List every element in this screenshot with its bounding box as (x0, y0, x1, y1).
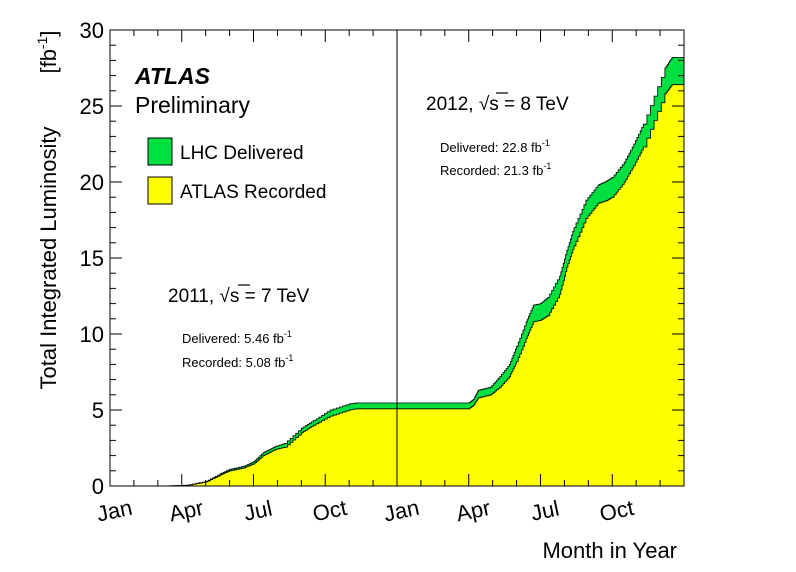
y-axis: 0 5 10 15 20 25 30 (80, 18, 684, 499)
legend-label-delivered: LHC Delivered (180, 143, 304, 164)
annotation-2011-recorded: Recorded: 5.08 fb-1 (182, 353, 293, 370)
annotation-2012-s: s (489, 94, 499, 115)
y-axis-unit: [fb-1] (34, 30, 61, 73)
annotation-2011-sqrt: √ (219, 286, 230, 307)
annotation-2012-recorded: Recorded: 21.3 fb-1 (440, 161, 551, 178)
x-axis-label: Month in Year (542, 538, 677, 563)
y-tick-label: 0 (92, 474, 104, 499)
annotation-2012: 2012, √s = 8 TeV Delivered: 22.8 fb-1 Re… (426, 92, 569, 178)
y-axis-unit-sup: -1 (34, 36, 50, 49)
x-tick-label: Jul (529, 496, 562, 526)
x-tick-label: Apr (454, 495, 493, 527)
y-tick-label: 5 (92, 398, 104, 423)
annotation-2011: 2011, √s = 7 TeV Delivered: 5.46 fb-1 Re… (168, 284, 310, 370)
y-tick-label: 20 (80, 170, 104, 195)
y-axis-unit-open: [fb (36, 49, 61, 73)
annotation-2012-suffix: = 8 TeV (499, 94, 569, 115)
annotation-2011-prefix: 2011, (168, 286, 219, 307)
status-label: Preliminary (135, 92, 251, 118)
y-axis-unit-close: ] (36, 30, 61, 36)
x-axis: Jan Apr Jul Oct Jan Apr Jul Oct (94, 30, 685, 527)
experiment-label: ATLAS (134, 63, 211, 89)
y-tick-label: 10 (80, 322, 104, 347)
x-tick-label: Jan (94, 495, 134, 527)
legend-label-recorded: ATLAS Recorded (180, 182, 326, 203)
x-tick-label: Oct (597, 495, 636, 527)
annotation-2011-delivered: Delivered: 5.46 fb-1 (182, 329, 292, 346)
x-tick-label: Apr (167, 495, 206, 527)
annotation-2011-s: s (230, 286, 240, 307)
annotation-2012-sqrt: √ (479, 94, 490, 115)
annotation-2011-title: 2011, √s = 7 TeV (168, 286, 310, 307)
series-area-recorded (110, 84, 685, 487)
x-tick-label: Jul (242, 496, 275, 526)
legend-swatch-delivered (147, 137, 173, 166)
legend: LHC Delivered ATLAS Recorded (147, 137, 326, 205)
y-axis-label: Total Integrated Luminosity (36, 127, 61, 390)
y-tick-label: 25 (80, 94, 104, 119)
annotation-2012-prefix: 2012, (426, 94, 479, 115)
x-tick-label: Oct (310, 495, 349, 527)
y-tick-label: 30 (80, 18, 104, 43)
series-areas (110, 57, 685, 487)
annotation-2011-suffix: = 7 TeV (239, 286, 309, 307)
x-tick-label: Jan (381, 495, 421, 527)
y-tick-label: 15 (80, 246, 104, 271)
annotation-2012-delivered: Delivered: 22.8 fb-1 (440, 138, 550, 155)
annotation-2012-title: 2012, √s = 8 TeV (426, 94, 569, 115)
legend-swatch-recorded (147, 176, 173, 205)
